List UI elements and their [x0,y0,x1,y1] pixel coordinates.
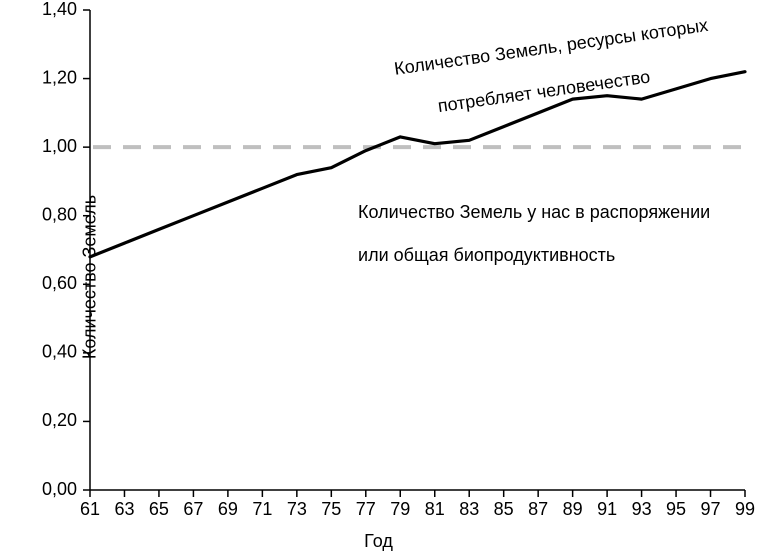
chart-container: 0,00 0,20 0,40 0,60 0,80 1,00 1,20 1,40 61 63 65 67… [0,0,757,554]
svg-text:0,60: 0,60 [42,273,77,293]
svg-text:65: 65 [149,499,169,519]
svg-text:1,40: 1,40 [42,0,77,19]
svg-text:0,80: 0,80 [42,204,77,224]
annotation-biocapacity: Количество Земель у нас в распоряжении и… [338,180,710,288]
svg-text:91: 91 [597,499,617,519]
svg-text:69: 69 [218,499,238,519]
svg-text:0,20: 0,20 [42,410,77,430]
svg-text:87: 87 [528,499,548,519]
svg-text:73: 73 [287,499,307,519]
svg-text:97: 97 [701,499,721,519]
svg-text:75: 75 [321,499,341,519]
x-axis-label: Год [364,531,393,552]
svg-text:63: 63 [114,499,134,519]
svg-text:95: 95 [666,499,686,519]
svg-text:71: 71 [252,499,272,519]
svg-text:67: 67 [183,499,203,519]
svg-text:79: 79 [390,499,410,519]
annotation-consumption-line2: потребляет человечество [399,66,651,121]
svg-text:1,20: 1,20 [42,67,77,87]
svg-text:0,40: 0,40 [42,342,77,362]
svg-text:1,00: 1,00 [42,136,77,156]
svg-text:81: 81 [425,499,445,519]
svg-text:89: 89 [563,499,583,519]
svg-text:0,00: 0,00 [42,479,77,499]
svg-text:83: 83 [459,499,479,519]
svg-text:61: 61 [80,499,100,519]
svg-text:85: 85 [494,499,514,519]
annotation-biocapacity-line1: Количество Земель у нас в распоряжении [358,202,710,222]
y-axis-label: Количество Земель [80,195,101,359]
svg-text:99: 99 [735,499,755,519]
svg-text:93: 93 [632,499,652,519]
svg-text:77: 77 [356,499,376,519]
annotation-biocapacity-line2: или общая биопродуктивность [358,245,615,265]
